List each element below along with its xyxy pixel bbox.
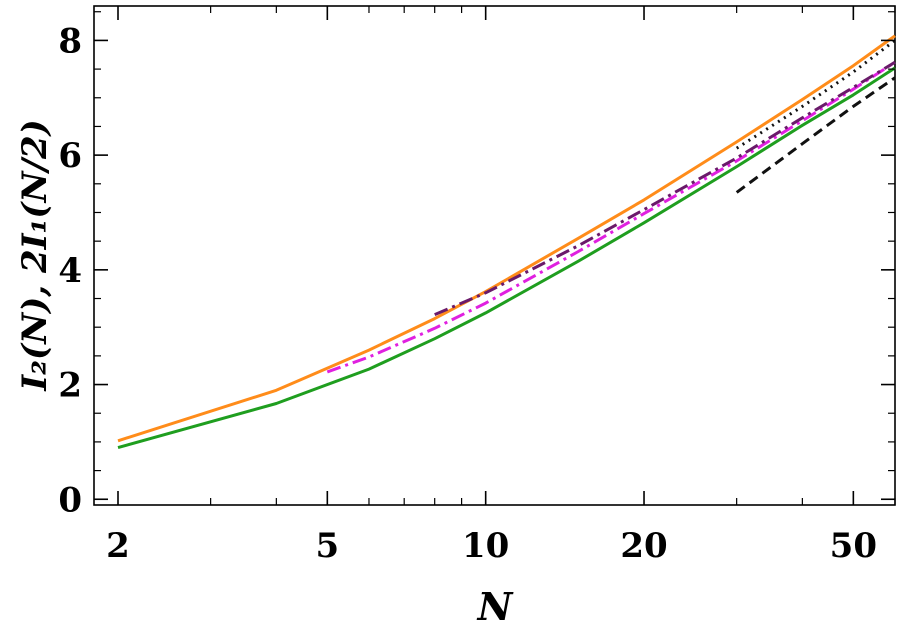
x-axis-label: N (477, 584, 514, 629)
y-tick-label: 6 (58, 136, 82, 176)
x-tick-label: 50 (830, 526, 877, 566)
series-line-2 (117, 66, 896, 450)
y-tick-label: 8 (58, 21, 82, 61)
series-line-1 (117, 34, 896, 443)
x-tick-label: 5 (315, 526, 339, 566)
x-tick-label: 20 (620, 526, 667, 566)
y-axis-label: I₂(N), 2I₁(N/2) (15, 119, 55, 392)
series-layer (117, 34, 896, 450)
x-tick-label: 2 (106, 526, 130, 566)
series-line-4 (434, 60, 896, 316)
plot-frame (93, 5, 896, 506)
y-tick-label: 4 (58, 251, 82, 291)
series-line-6 (735, 76, 896, 194)
y-tick-label: 0 (58, 480, 82, 520)
series-line-3 (326, 60, 896, 374)
y-tick-label: 2 (58, 366, 82, 406)
x-tick-label: 10 (462, 526, 509, 566)
